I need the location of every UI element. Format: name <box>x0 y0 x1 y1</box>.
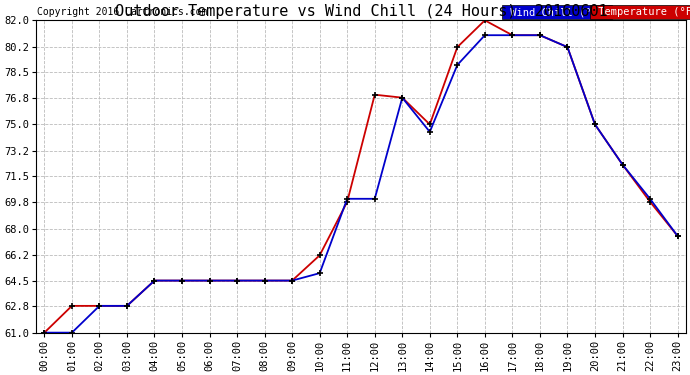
Text: Temperature (°F): Temperature (°F) <box>591 7 690 17</box>
Text: Wind Chill (°F): Wind Chill (°F) <box>504 7 610 17</box>
Text: Copyright 2016 Cartronics.com: Copyright 2016 Cartronics.com <box>37 7 207 17</box>
Title: Outdoor Temperature vs Wind Chill (24 Hours)  20160601: Outdoor Temperature vs Wind Chill (24 Ho… <box>115 4 607 19</box>
